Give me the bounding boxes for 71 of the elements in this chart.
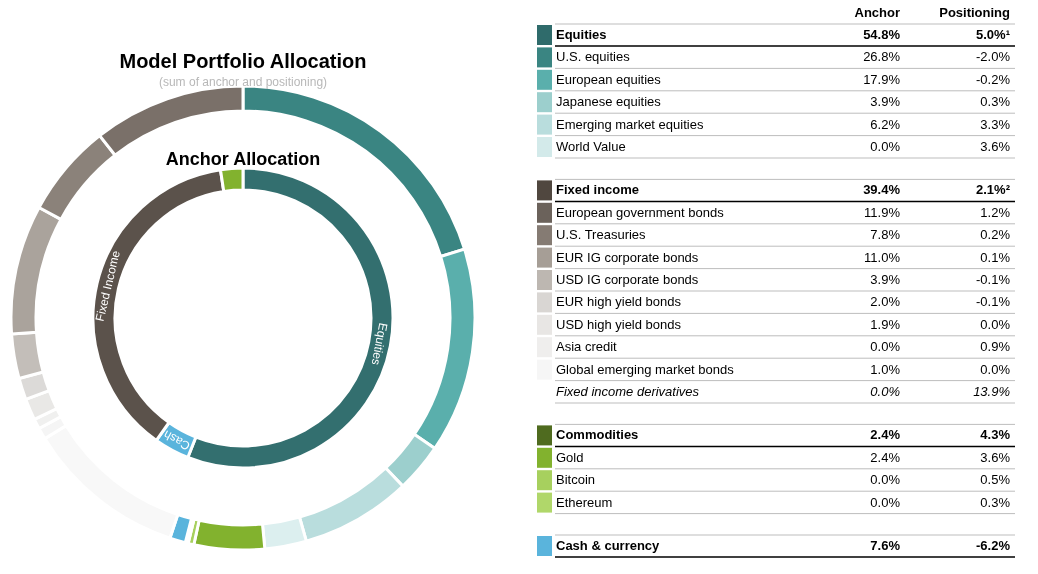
data-label: 3.6%	[980, 139, 1011, 154]
category-label: Cash & currency	[556, 538, 661, 553]
category-label: U.S. Treasuries	[556, 227, 647, 243]
data-label: 0.3%	[980, 494, 1011, 510]
data-label: 3.9%	[870, 94, 901, 110]
data-label: -0.1%	[976, 294, 1011, 310]
text: Equities	[368, 321, 391, 367]
data-label: 54.8%	[863, 27, 901, 42]
data-label: 13.9%	[973, 384, 1010, 399]
data-label: 1.9%	[870, 316, 901, 332]
data-label: 0.1%	[980, 249, 1011, 265]
category-label: Fixed income derivatives	[556, 384, 700, 399]
text: Anchor	[854, 5, 900, 20]
data-label: 1.2%	[980, 204, 1011, 220]
slice-label: Anchor Allocation	[165, 149, 321, 169]
data-label: 0.0%	[980, 316, 1011, 332]
data-label: 0.9%	[980, 339, 1011, 355]
data-label: 7.8%	[870, 227, 901, 243]
category-label: U.S. equities	[556, 49, 631, 65]
data-label: 0.0%	[980, 361, 1011, 377]
data-label: 11.9%	[864, 204, 901, 220]
category-label: Fixed income	[556, 182, 640, 198]
text: Positioning	[939, 5, 1011, 20]
data-label: 3.3%	[980, 116, 1011, 132]
data-label: 1.0%	[870, 361, 901, 377]
text: Fixed Income	[92, 249, 123, 323]
data-label: 26.8%	[863, 49, 901, 65]
data-label: 11.0%	[864, 249, 901, 265]
category-label: USD IG corporate bonds	[556, 272, 699, 287]
category-label: EUR IG corporate bonds	[556, 249, 699, 265]
data-label: -6.2%	[976, 538, 1011, 553]
category-label: World Value	[556, 139, 626, 154]
data-label: 0.5%	[980, 472, 1011, 488]
category-label: USD high yield bonds	[556, 316, 682, 332]
data-label: 3.6%	[980, 449, 1011, 465]
category-label: European equities	[556, 71, 662, 87]
category-label: Bitcoin	[556, 472, 596, 488]
category-label: Gold	[556, 449, 584, 465]
data-label: 0.0%	[870, 339, 901, 355]
data-label: -2.0%	[976, 49, 1011, 65]
text: Cash	[161, 427, 193, 454]
category-label: Ethereum	[556, 494, 613, 510]
data-label: 6.2%	[870, 116, 901, 132]
data-label: 39.4%	[863, 182, 901, 198]
data-label: 5.0%¹	[976, 27, 1010, 42]
chart-subtitle: (sum of anchor and positioning)	[158, 75, 328, 89]
data-label: 2.0%	[870, 294, 901, 310]
data-label: 0.3%	[980, 94, 1011, 110]
data-label: 0.0%	[870, 139, 901, 154]
category-label: Equities	[556, 27, 607, 42]
data-label: 4.3%	[980, 427, 1011, 443]
data-label: 3.9%	[870, 272, 901, 287]
data-label: 2.4%	[870, 427, 901, 443]
category-label: Japanese equities	[556, 94, 662, 110]
category-label: Commodities	[556, 427, 639, 443]
category-label: Global emerging market bonds	[556, 361, 735, 377]
data-label: 7.6%	[870, 538, 901, 553]
data-label: 17.9%	[863, 71, 901, 87]
data-label: -0.2%	[976, 71, 1011, 87]
data-label: -0.1%	[976, 272, 1011, 287]
data-label: 0.0%	[870, 494, 901, 510]
data-label: 2.4%	[870, 449, 901, 465]
data-label: 0.2%	[980, 227, 1011, 243]
data-label: 2.1%²	[976, 182, 1011, 198]
category-label: Emerging market equities	[556, 116, 704, 132]
category-label: Asia credit	[556, 339, 618, 355]
chart-title: Model Portfolio Allocation	[119, 50, 367, 72]
category-label: European government bonds	[556, 204, 725, 220]
data-label: 0.0%	[870, 472, 901, 488]
data-label: 0.0%	[870, 384, 900, 399]
category-label: EUR high yield bonds	[556, 294, 682, 310]
